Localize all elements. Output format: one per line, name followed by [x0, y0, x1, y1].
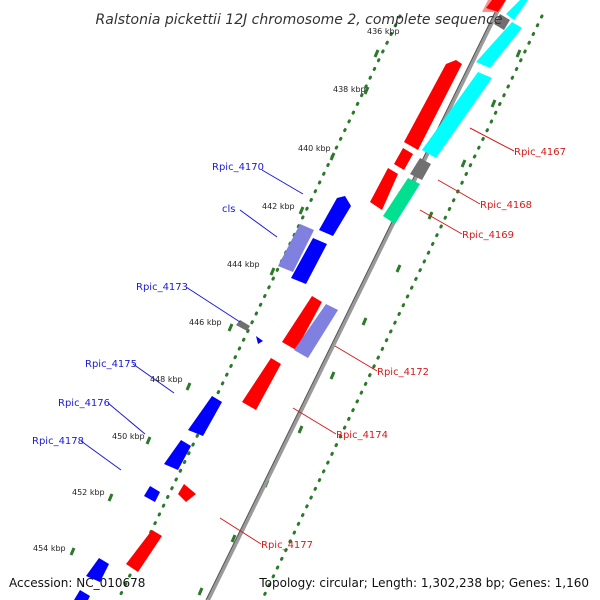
gene-label-rpic-4169[interactable]: Rpic_4169 — [462, 230, 514, 241]
reverse-strand-genes — [126, 0, 528, 572]
gene-label-rpic-4170[interactable]: Rpic_4170 — [212, 162, 264, 173]
gene-rpic-4175 — [188, 396, 222, 436]
tick-label: 438 kbp — [333, 85, 366, 94]
gene-rpic-4178 — [144, 486, 160, 502]
gene-rpic-4168-red-a — [394, 148, 413, 170]
gene-top-red — [486, 0, 506, 12]
gene-rpic-4172-red — [282, 296, 322, 350]
gene-label-cls[interactable]: cls — [222, 204, 236, 215]
tick-label: 454 kbp — [33, 544, 66, 553]
gene-rpic-4172-lavender — [294, 304, 338, 358]
tick-label: 440 kbp — [298, 144, 331, 153]
tick-label: 448 kbp — [150, 375, 183, 384]
tick-label: 436 kbp — [367, 27, 400, 36]
gene-top-cyan-b — [476, 22, 522, 68]
gene-rpic-4167-cyan — [422, 72, 492, 158]
gene-label-rpic-4176[interactable]: Rpic_4176 — [58, 398, 110, 409]
gene-rpic-4174 — [242, 358, 281, 410]
gene-rpic-4180 — [74, 590, 90, 600]
gene-top-cyan-a — [506, 0, 528, 20]
tick-label: 450 kbp — [112, 432, 145, 441]
gene-top-gray — [494, 14, 510, 30]
gene-rpic-4170 — [319, 196, 351, 236]
gene-rpic-4173-gray — [236, 320, 250, 331]
forward-gene-labels: Rpic_4170 cls Rpic_4173 Rpic_4175 Rpic_4… — [32, 162, 264, 447]
gene-rpic-4179 — [86, 558, 109, 582]
tick-label: 452 kbp — [72, 488, 105, 497]
reverse-gene-labels: Rpic_4167 Rpic_4168 Rpic_4169 Rpic_4172 … — [261, 147, 566, 551]
tick-label: 446 kbp — [189, 318, 222, 327]
gene-rpic-4173-blue — [256, 336, 263, 344]
tick-marks-outer — [69, 49, 380, 556]
reverse-label-connectors — [219, 127, 515, 545]
gene-rpic-4169 — [383, 178, 420, 224]
tick-label: 442 kbp — [262, 202, 295, 211]
tick-dots-outer — [116, 14, 402, 600]
gene-label-rpic-4168[interactable]: Rpic_4168 — [480, 200, 532, 211]
gene-cls-lavender — [278, 224, 314, 272]
gene-label-rpic-4174[interactable]: Rpic_4174 — [336, 430, 388, 441]
gene-rpic-4177 — [178, 484, 196, 502]
tick-labels: 436 kbp 438 kbp 440 kbp 442 kbp 444 kbp … — [33, 27, 400, 553]
gene-label-rpic-4167[interactable]: Rpic_4167 — [514, 147, 566, 158]
gene-rpic-4181 — [126, 530, 162, 572]
accession-text: Accession: NC_010678 — [9, 576, 145, 590]
gene-rpic-4168-gray — [410, 158, 431, 180]
tick-marks-inner — [197, 49, 522, 596]
summary-text: Topology: circular; Length: 1,302,238 bp… — [258, 576, 589, 590]
gene-label-rpic-4173[interactable]: Rpic_4173 — [136, 282, 188, 293]
map-title: Ralstonia pickettii 12J chromosome 2, co… — [96, 12, 503, 28]
gene-rpic-4168-red-b — [370, 168, 398, 210]
forward-label-connectors — [80, 169, 304, 471]
gene-label-rpic-4172[interactable]: Rpic_4172 — [377, 367, 429, 378]
sequence-backbone — [205, 0, 505, 600]
gene-label-rpic-4175[interactable]: Rpic_4175 — [85, 359, 137, 370]
tick-dots-inner — [260, 14, 544, 600]
tick-label: 444 kbp — [227, 260, 260, 269]
gene-cls-blue — [291, 238, 327, 284]
gene-label-rpic-4178[interactable]: Rpic_4178 — [32, 436, 84, 447]
gene-rpic-4167-red — [404, 60, 462, 150]
gene-rpic-4176 — [164, 440, 191, 470]
gene-label-rpic-4177[interactable]: Rpic_4177 — [261, 540, 313, 551]
